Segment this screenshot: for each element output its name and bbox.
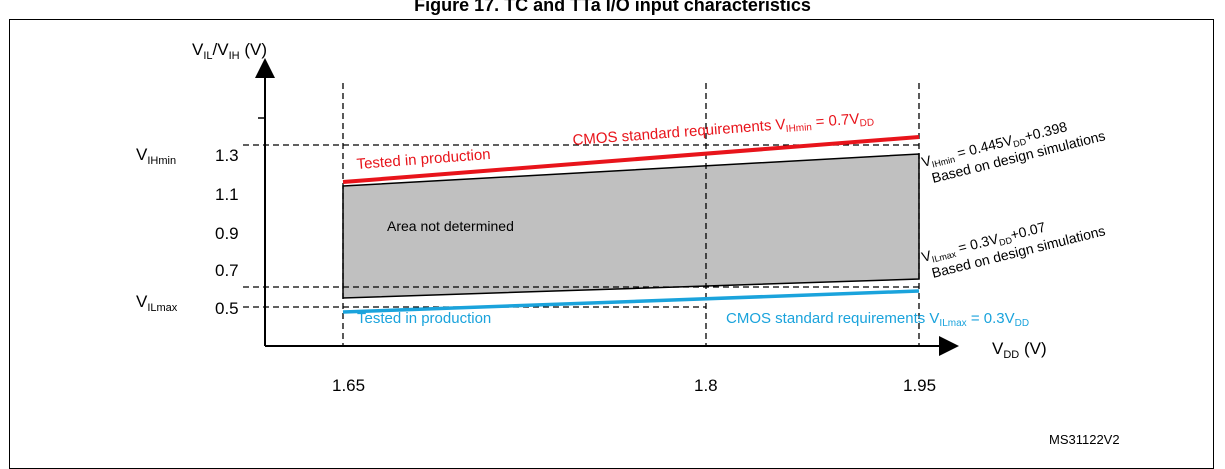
area-not-determined-label: Area not determined	[387, 218, 514, 234]
y-tick-label: 1.3	[215, 146, 239, 165]
vilmax-blue-line	[342, 289, 920, 314]
figure-id-code: MS31122V2	[1049, 432, 1120, 447]
y-tick-label: 0.9	[215, 224, 239, 243]
y-tick-labels: 1.3 1.1 0.9 0.7 0.5	[215, 146, 239, 318]
vihmin-label: VIHmin	[136, 145, 176, 167]
y-tick-label: 0.5	[215, 299, 239, 318]
vihmin-formula-group: VIHmin = 0.445VDD+0.398 Based on design …	[920, 118, 1107, 186]
y-tick-label: 1.1	[215, 185, 239, 204]
y-axis-label: VIL/VIH (V)	[192, 40, 267, 62]
blue-tested-in-production: Tested in production	[357, 310, 491, 327]
vilmax-formula-group: VILmax = 0.3VDD+0.07 Based on design sim…	[920, 219, 1107, 281]
red-tested-in-production: Tested in production	[356, 146, 491, 173]
y-tick-label: 0.7	[215, 261, 239, 280]
x-tick-label: 1.65	[332, 376, 365, 395]
x-tick-label: 1.8	[694, 376, 718, 395]
vilmax-label: VILmax	[136, 292, 178, 314]
x-axis-label: VDD (V)	[992, 339, 1047, 361]
figure-title: Figure 17. TC and TTa I/O input characte…	[414, 0, 811, 15]
vihmin-red-line	[342, 135, 920, 184]
cmos-vilmax-requirement: CMOS standard requirements VILmax = 0.3V…	[726, 310, 1029, 329]
x-tick-labels: 1.65 1.8 1.95	[332, 376, 936, 395]
x-tick-label: 1.95	[903, 376, 936, 395]
